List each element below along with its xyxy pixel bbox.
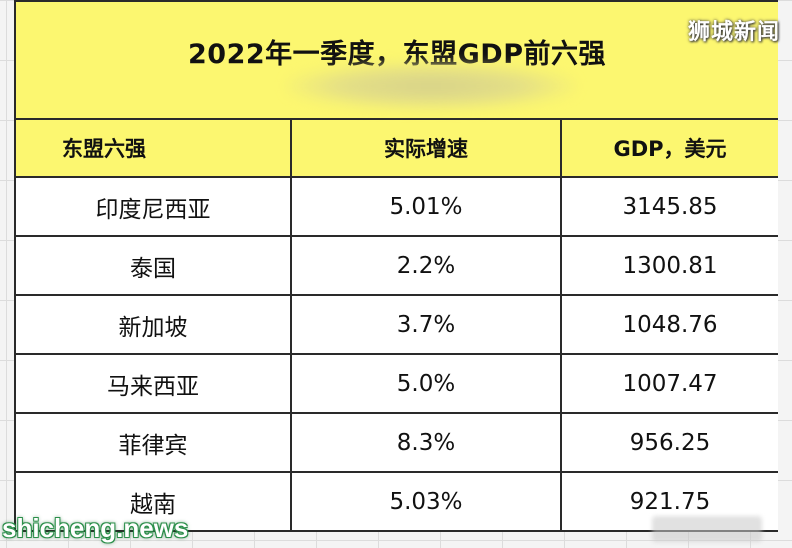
- cell-country: 越南: [14, 471, 292, 532]
- cell-country: 泰国: [14, 235, 292, 296]
- cell-country: 新加坡: [14, 294, 292, 355]
- cell-growth: 8.3%: [290, 412, 562, 473]
- cell-growth: 5.03%: [290, 471, 562, 532]
- table-container: 2022年一季度，东盟GDP前六强 东盟六强 实际增速 GDP，美元 印度尼西亚…: [14, 0, 778, 548]
- cell-country: 马来西亚: [14, 353, 292, 414]
- watermark-top-right: 狮城新闻: [687, 20, 780, 45]
- table-row: 马来西亚 5.0% 1007.47: [14, 353, 778, 414]
- cell-gdp: 1300.81: [559, 235, 778, 296]
- cell-country: 菲律宾: [14, 412, 292, 473]
- watermark-bottom-left: shicheng.news: [2, 513, 189, 543]
- cell-gdp: 956.25: [559, 412, 778, 473]
- blurred-watermark: [652, 516, 762, 542]
- table-title: 2022年一季度，东盟GDP前六强: [188, 39, 607, 70]
- title-row: 2022年一季度，东盟GDP前六强: [14, 0, 778, 120]
- table-row: 菲律宾 8.3% 956.25: [14, 412, 778, 473]
- cell-gdp: 1007.47: [559, 353, 778, 414]
- cell-gdp: 1048.76: [559, 294, 778, 355]
- table-row: 印度尼西亚 5.01% 3145.85: [14, 176, 778, 237]
- cell-growth: 3.7%: [290, 294, 562, 355]
- title-cell: 2022年一季度，东盟GDP前六强: [14, 0, 778, 120]
- cell-growth: 5.01%: [290, 176, 562, 237]
- blurred-region: [286, 62, 576, 110]
- cell-growth: 2.2%: [290, 235, 562, 296]
- header-country: 东盟六强: [14, 118, 292, 178]
- table-row: 新加坡 3.7% 1048.76: [14, 294, 778, 355]
- cell-growth: 5.0%: [290, 353, 562, 414]
- header-gdp: GDP，美元: [559, 118, 778, 178]
- cell-gdp: 3145.85: [559, 176, 778, 237]
- header-growth: 实际增速: [290, 118, 562, 178]
- table-row: 泰国 2.2% 1300.81: [14, 235, 778, 296]
- asean-gdp-table: 2022年一季度，东盟GDP前六强 东盟六强 实际增速 GDP，美元 印度尼西亚…: [14, 0, 778, 532]
- cell-country: 印度尼西亚: [14, 176, 292, 237]
- header-row: 东盟六强 实际增速 GDP，美元: [14, 118, 778, 178]
